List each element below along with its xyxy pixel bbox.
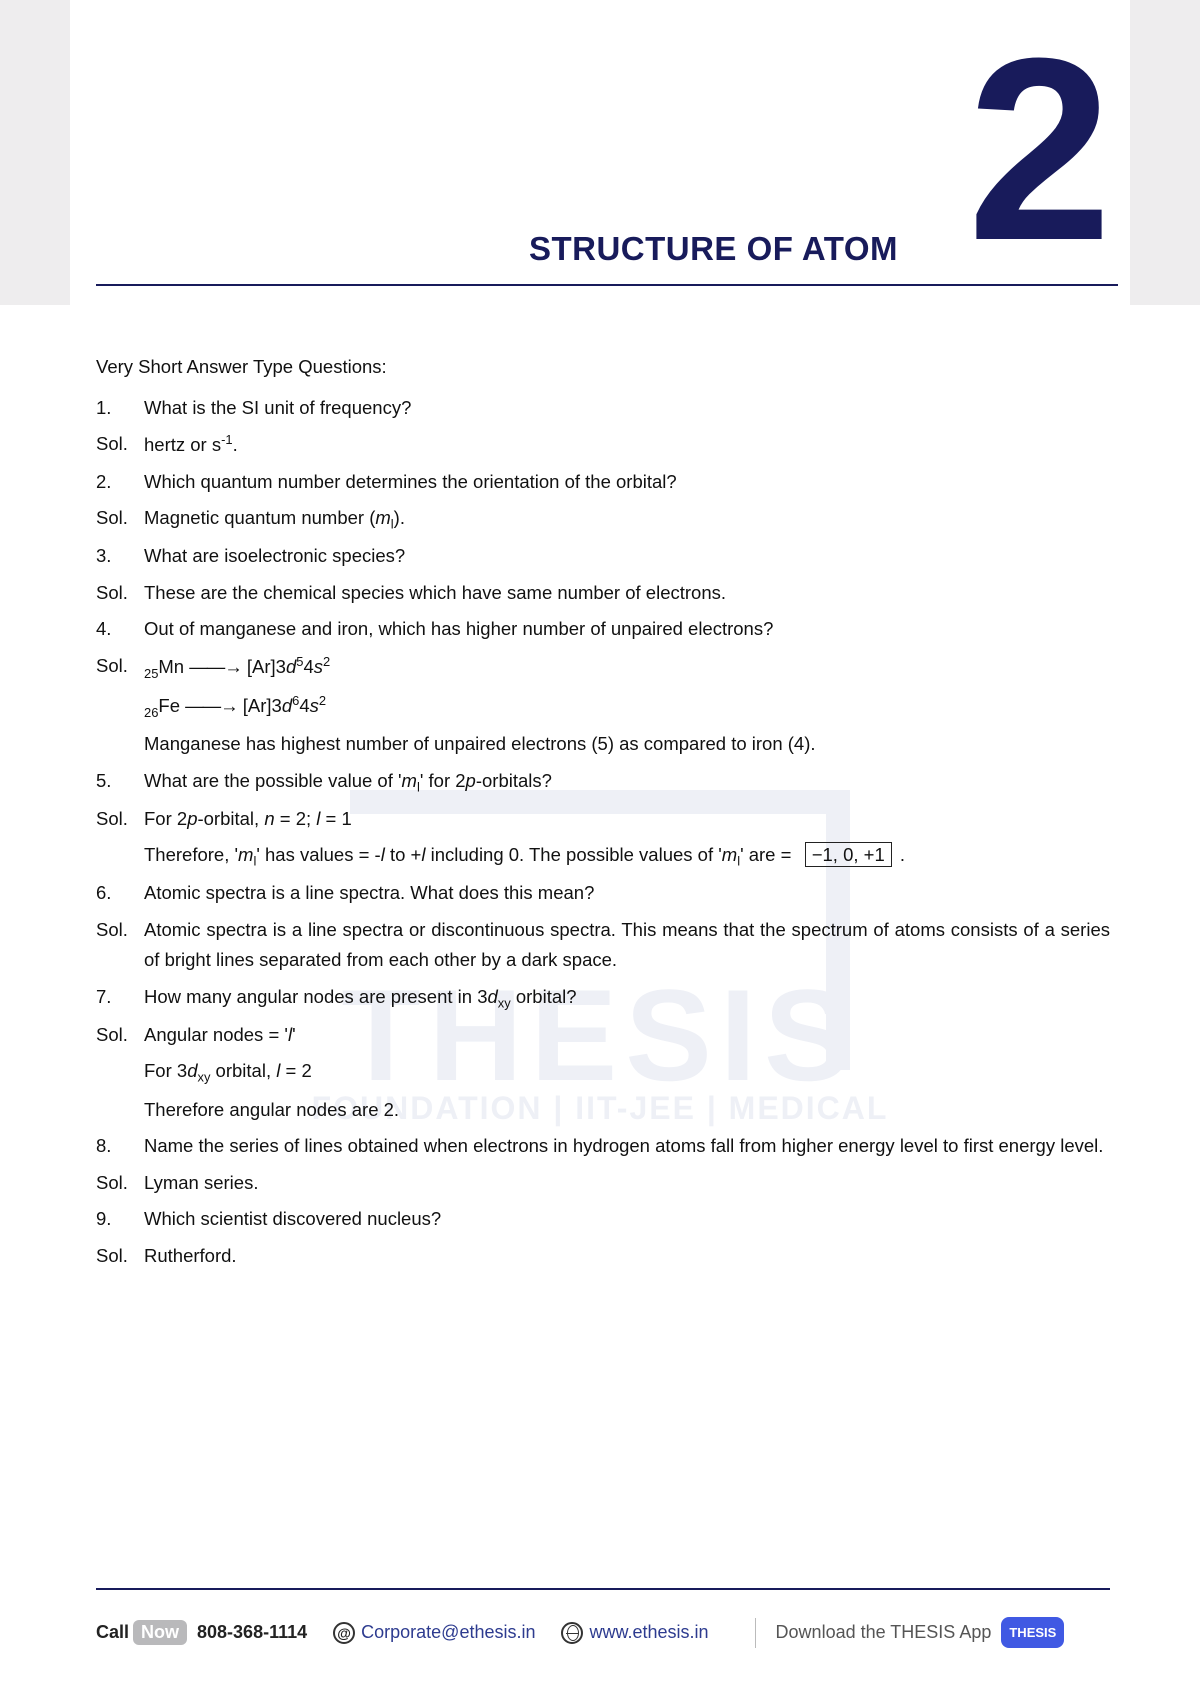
solution-label: Sol.: [96, 429, 144, 461]
right-margin-band: THESIS: [1130, 0, 1200, 305]
solution-label: Sol.: [96, 1168, 144, 1199]
solution-text: Lyman series.: [144, 1168, 1110, 1199]
question-row: 2. Which quantum number determines the o…: [96, 467, 1110, 498]
question-number: 5.: [96, 766, 144, 798]
question-number: 8.: [96, 1131, 144, 1162]
question-row: 9. Which scientist discovered nucleus?: [96, 1204, 1110, 1235]
question-number: 4.: [96, 614, 144, 645]
solution-label: Sol.: [96, 1241, 144, 1272]
solution-text: Angular nodes = 'l': [144, 1020, 1110, 1051]
question-text: What are the possible value of 'ml' for …: [144, 766, 1110, 798]
chapter-number: 2: [967, 40, 1112, 261]
solution-text: 25Mn ——→ [Ar]3d54s2: [144, 651, 1110, 684]
question-text: How many angular nodes are present in 3d…: [144, 982, 1110, 1014]
question-text: What are isoelectronic species?: [144, 541, 1110, 572]
solution-label: Sol.: [96, 578, 144, 609]
solution-text: hertz or s-1.: [144, 429, 1110, 461]
question-text: What is the SI unit of frequency?: [144, 393, 1110, 424]
content-area: Very Short Answer Type Questions: 1. Wha…: [96, 352, 1110, 1277]
solution-row: Sol. Lyman series.: [96, 1168, 1110, 1199]
question-number: 7.: [96, 982, 144, 1014]
question-number: 9.: [96, 1204, 144, 1235]
solution-label: Sol.: [96, 915, 144, 976]
solution-row: Sol. For 2p-orbital, n = 2; l = 1: [96, 804, 1110, 835]
solution-continuation: Therefore angular nodes are 2.: [144, 1095, 1110, 1126]
title-underline: [96, 284, 1118, 286]
solution-row: Sol. These are the chemical species whic…: [96, 578, 1110, 609]
solution-continuation: For 3dxy orbital, l = 2: [144, 1056, 1110, 1088]
footer-rule: [96, 1588, 1110, 1590]
solution-label: Sol.: [96, 804, 144, 835]
solution-row: Sol. hertz or s-1.: [96, 429, 1110, 461]
chapter-title: STRUCTURE OF ATOM: [529, 230, 898, 268]
now-badge: Now: [133, 1620, 187, 1645]
solution-text: Magnetic quantum number (ml).: [144, 503, 1110, 535]
solution-continuation: Manganese has highest number of unpaired…: [144, 729, 1110, 760]
call-now-label: Call Now: [96, 1620, 187, 1645]
solution-continuation: Therefore, 'ml' has values = -l to +l in…: [144, 840, 1110, 872]
solution-row: Sol. Angular nodes = 'l': [96, 1020, 1110, 1051]
question-row: 1. What is the SI unit of frequency?: [96, 393, 1110, 424]
solution-text: For 2p-orbital, n = 2; l = 1: [144, 804, 1110, 835]
question-text: Atomic spectra is a line spectra. What d…: [144, 878, 1110, 909]
solution-label: Sol.: [96, 651, 144, 684]
solution-label: Sol.: [96, 1020, 144, 1051]
question-text: Name the series of lines obtained when e…: [144, 1131, 1110, 1162]
question-number: 3.: [96, 541, 144, 572]
email-address: Corporate@ethesis.in: [361, 1622, 535, 1643]
question-number: 1.: [96, 393, 144, 424]
left-margin-band: [0, 0, 70, 305]
solution-row: Sol. 25Mn ——→ [Ar]3d54s2: [96, 651, 1110, 684]
question-number: 2.: [96, 467, 144, 498]
email-icon: @: [333, 1622, 355, 1644]
solution-text: Rutherford.: [144, 1241, 1110, 1272]
footer: Call Now 808-368-1114 @ Corporate@ethesi…: [96, 1617, 1110, 1648]
solution-text: Atomic spectra is a line spectra or disc…: [144, 915, 1110, 976]
question-row: 8. Name the series of lines obtained whe…: [96, 1131, 1110, 1162]
section-heading: Very Short Answer Type Questions:: [96, 352, 1110, 383]
solution-row: Sol. Atomic spectra is a line spectra or…: [96, 915, 1110, 976]
question-row: 4. Out of manganese and iron, which has …: [96, 614, 1110, 645]
solution-continuation: 26Fe ——→ [Ar]3d64s2: [144, 690, 1110, 723]
solution-text: These are the chemical species which hav…: [144, 578, 1110, 609]
question-text: Which quantum number determines the orie…: [144, 467, 1110, 498]
solution-row: Sol. Rutherford.: [96, 1241, 1110, 1272]
question-text: Which scientist discovered nucleus?: [144, 1204, 1110, 1235]
question-number: 6.: [96, 878, 144, 909]
question-row: 6. Atomic spectra is a line spectra. Wha…: [96, 878, 1110, 909]
website-url: www.ethesis.in: [589, 1622, 708, 1643]
phone-number: 808-368-1114: [197, 1622, 307, 1643]
brand-vertical: THESIS: [1192, 78, 1200, 275]
download-app-label: Download the THESIS App: [776, 1622, 992, 1643]
question-row: 3. What are isoelectronic species?: [96, 541, 1110, 572]
globe-icon: [561, 1622, 583, 1644]
app-badge: THESIS: [1001, 1617, 1064, 1648]
question-row: 7. How many angular nodes are present in…: [96, 982, 1110, 1014]
footer-divider: [755, 1618, 756, 1648]
question-row: 5. What are the possible value of 'ml' f…: [96, 766, 1110, 798]
solution-label: Sol.: [96, 503, 144, 535]
solution-row: Sol. Magnetic quantum number (ml).: [96, 503, 1110, 535]
question-text: Out of manganese and iron, which has hig…: [144, 614, 1110, 645]
